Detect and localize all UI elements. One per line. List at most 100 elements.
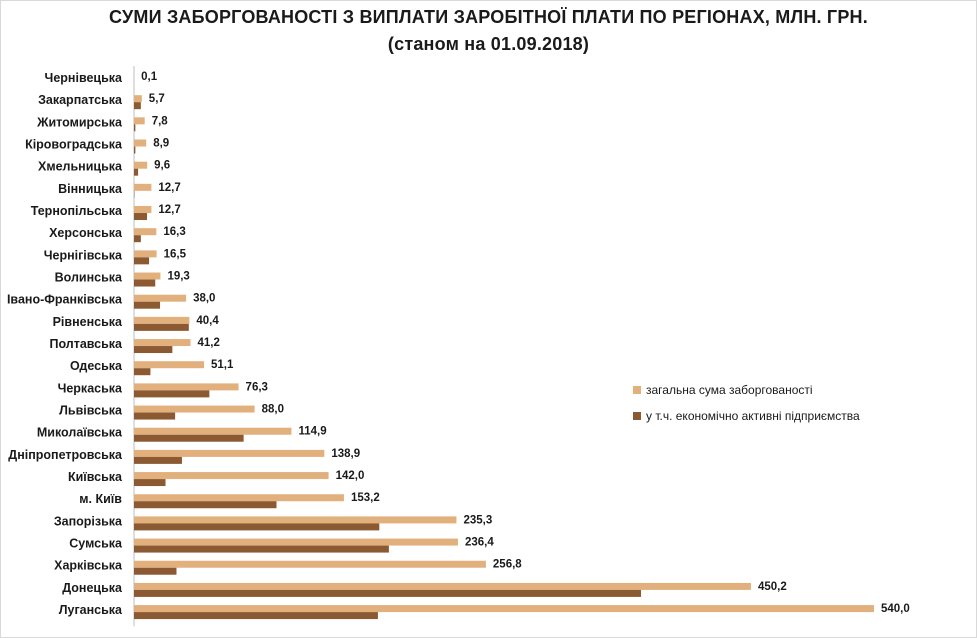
data-label-total: 138,9 <box>331 448 360 460</box>
bar-total <box>134 95 142 103</box>
bar-active <box>134 545 389 553</box>
category-label: Чернівецька <box>45 71 123 85</box>
category-label: Закарпатська <box>38 93 123 107</box>
data-label-total: 12,7 <box>158 182 180 194</box>
bar-active <box>134 390 210 398</box>
category-label: Житомирська <box>36 115 123 129</box>
bar-active <box>134 323 189 331</box>
bar-active <box>134 456 182 464</box>
data-label-total: 40,4 <box>196 315 219 327</box>
bar-active <box>134 479 166 487</box>
data-label-total: 19,3 <box>167 271 189 283</box>
bar-total <box>134 494 344 502</box>
category-label: Чернігівська <box>44 248 123 262</box>
bar-active <box>134 523 380 531</box>
bar-total <box>134 405 255 413</box>
data-label-total: 540,0 <box>881 603 910 615</box>
bar-total <box>134 427 292 435</box>
data-label-total: 9,6 <box>154 160 170 172</box>
bar-active <box>134 146 136 154</box>
category-label: Кіровоградська <box>25 138 123 152</box>
category-label: Миколаївська <box>37 426 123 440</box>
bar-active <box>134 279 156 287</box>
data-label-total: 7,8 <box>152 115 169 127</box>
category-label: Хмельницька <box>38 160 123 174</box>
bar-total <box>134 472 329 480</box>
legend-label-active: у т.ч. економічно активні підприємства <box>646 409 860 423</box>
chart-legend: загальна сума заборгованості у т.ч. екон… <box>633 377 860 429</box>
category-label: Сумська <box>69 537 123 551</box>
data-label-total: 256,8 <box>493 559 522 571</box>
category-label: Рівненська <box>53 315 123 329</box>
bar-active <box>134 124 136 132</box>
data-label-total: 153,2 <box>351 492 380 504</box>
bar-active <box>134 168 139 176</box>
data-label-total: 236,4 <box>465 537 494 549</box>
bar-total <box>134 582 751 590</box>
bar-active <box>134 102 141 110</box>
bar-total <box>134 339 191 347</box>
bar-active <box>134 501 277 509</box>
data-label-total: 142,0 <box>336 470 365 482</box>
category-label: Запорізька <box>54 514 123 528</box>
data-label-total: 88,0 <box>262 404 284 416</box>
data-label-total: 235,3 <box>463 514 492 526</box>
legend-item-active: у т.ч. економічно активні підприємства <box>633 403 860 429</box>
category-label: Херсонська <box>49 226 123 240</box>
category-label: Одеська <box>70 359 123 373</box>
category-label: Волинська <box>55 271 123 285</box>
chart-subtitle: (станом на 01.09.2018) <box>387 34 590 54</box>
bar-total <box>134 605 874 613</box>
data-label-total: 51,1 <box>211 359 234 371</box>
bar-active <box>134 567 177 575</box>
category-label: Львівська <box>59 404 123 418</box>
data-label-total: 114,9 <box>298 426 326 438</box>
bar-active <box>134 589 642 597</box>
bar-total <box>134 206 152 214</box>
data-label-total: 16,3 <box>163 226 185 238</box>
bar-active <box>134 213 148 221</box>
legend-label-total: загальна сума заборгованості <box>646 383 813 397</box>
bar-total <box>134 139 147 147</box>
bar-total <box>134 228 157 236</box>
data-label-total: 16,5 <box>164 248 187 260</box>
chart-title: СУМИ ЗАБОРГОВАНОСТІ З ВИПЛАТИ ЗАРОБІТНОЇ… <box>109 7 868 27</box>
bar-active <box>134 346 173 354</box>
bar-total <box>134 161 148 169</box>
category-label: Луганська <box>59 603 123 617</box>
bar-total <box>134 538 458 546</box>
data-label-total: 5,7 <box>149 93 165 105</box>
bar-total <box>134 560 486 568</box>
category-label: м. Київ <box>79 492 122 506</box>
bar-active <box>134 412 176 420</box>
bar-active <box>134 368 151 376</box>
category-label: Тернопільська <box>31 204 123 218</box>
data-label-total: 8,9 <box>153 138 169 150</box>
category-label: Київська <box>68 470 123 484</box>
bar-total <box>134 449 325 457</box>
category-label: Харківська <box>54 559 123 573</box>
bar-total <box>134 272 161 280</box>
bar-active <box>134 612 378 620</box>
bar-total <box>134 383 239 391</box>
legend-swatch-active <box>633 412 641 420</box>
legend-swatch-total <box>633 386 641 394</box>
category-label: Дніпропетровська <box>8 448 123 462</box>
legend-item-total: загальна сума заборгованості <box>633 377 860 403</box>
category-label: Черкаська <box>58 381 123 395</box>
data-label-total: 0,1 <box>141 71 158 83</box>
bar-active <box>134 434 244 442</box>
data-label-total: 38,0 <box>193 293 215 305</box>
bar-total <box>134 250 157 258</box>
bar-active <box>134 257 150 265</box>
data-label-total: 41,2 <box>197 337 219 349</box>
category-label: Івано-Франківська <box>7 293 123 307</box>
bar-total <box>134 361 205 369</box>
bar-total <box>134 183 152 191</box>
category-label: Полтавська <box>49 337 123 351</box>
data-label-total: 450,2 <box>758 581 787 593</box>
bar-active <box>134 301 161 309</box>
bar-total <box>134 294 187 302</box>
bar-total <box>134 117 145 125</box>
